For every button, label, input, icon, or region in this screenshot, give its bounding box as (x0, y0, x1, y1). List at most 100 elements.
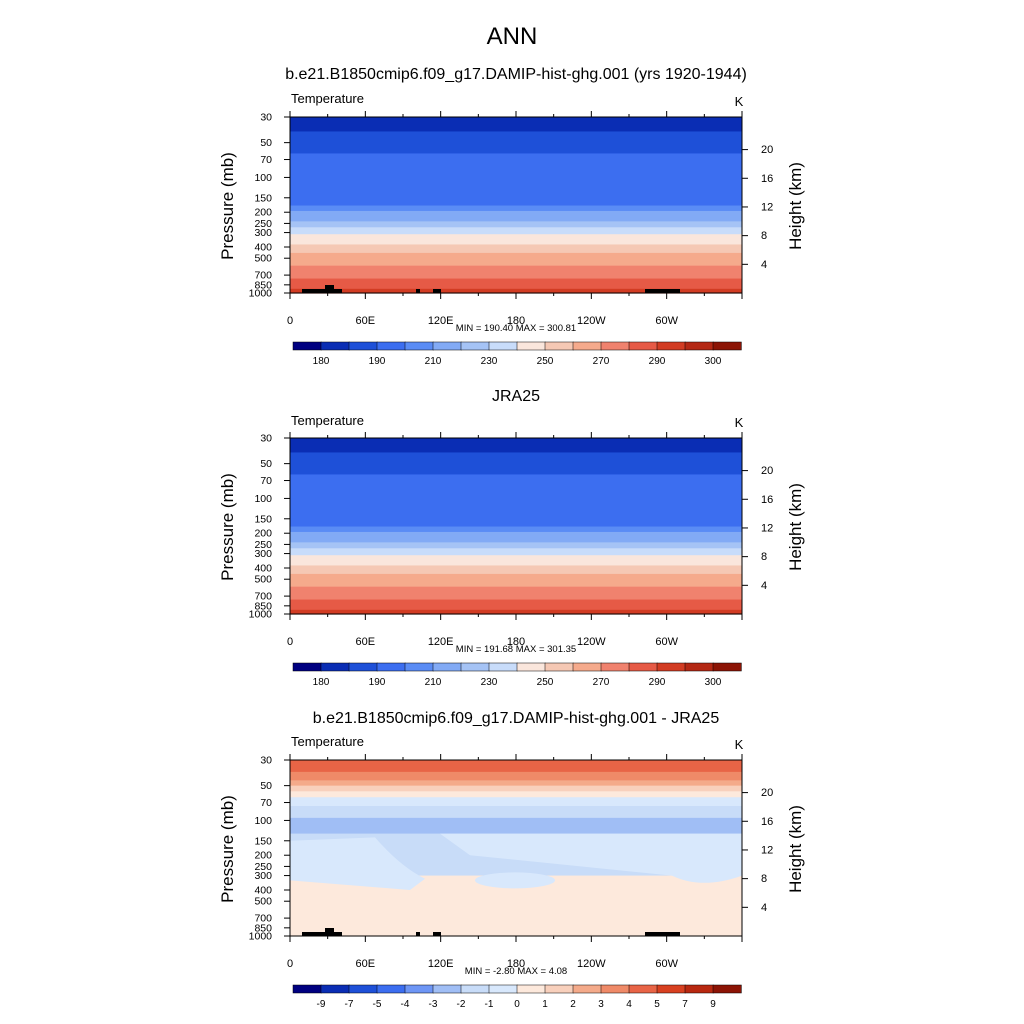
topography (325, 285, 334, 289)
x-tick-label: 60E (356, 636, 376, 648)
colorbar-box (572, 341, 602, 351)
colorbar-label: 300 (705, 356, 722, 367)
contour-band (290, 205, 742, 212)
contour-band (290, 252, 742, 267)
contour-band (290, 586, 742, 601)
contour-band (290, 791, 742, 798)
y-tick-label: 70 (260, 797, 272, 809)
colorbar-box (348, 662, 378, 672)
contour-band (290, 210, 742, 222)
colorbar-box (572, 662, 602, 672)
colorbar-box (544, 984, 574, 994)
colorbar-label: -5 (373, 999, 382, 1010)
topography (433, 932, 441, 936)
colorbar-label: 290 (649, 356, 666, 367)
contour-band (290, 278, 742, 290)
x-tick-label: 180 (507, 636, 525, 648)
y-tick-label: 200 (254, 850, 272, 862)
contour-band (290, 805, 742, 819)
y-tick-label: 300 (254, 227, 272, 239)
colorbar-label: 1 (542, 999, 548, 1010)
contour-band (290, 599, 742, 611)
panel-2-stats: MIN = 191.68 MAX = 301.35 (456, 644, 576, 655)
y-tick-label: 400 (254, 563, 272, 575)
colorbar-box (488, 341, 518, 351)
right-tick-label: 16 (761, 494, 773, 506)
contour-band (290, 901, 742, 911)
contour-band (290, 771, 742, 781)
x-tick-label: 60W (655, 958, 678, 970)
y-tick-label: 1000 (249, 609, 273, 621)
contour-band (290, 197, 742, 207)
colorbar-label: -2 (457, 999, 466, 1010)
contour-band (290, 244, 742, 254)
colorbar-box (320, 341, 350, 351)
panel-2-title: JRA25 (492, 388, 540, 405)
right-tick-label: 16 (761, 816, 773, 828)
panel-1-left-label: Temperature (291, 91, 364, 106)
colorbar-box (600, 662, 630, 672)
right-tick-label: 8 (761, 230, 767, 242)
colorbar-label: 270 (593, 677, 610, 688)
panel-3-units: K (735, 737, 744, 752)
panel-1-ylabel: Pressure (mb) (218, 152, 237, 260)
y-tick-label: 50 (260, 458, 272, 470)
y-tick-label: 850 (254, 922, 272, 934)
y-tick-label: 1000 (249, 288, 273, 300)
contour-band (290, 531, 742, 543)
colorbar-box (684, 662, 714, 672)
panel-1: b.e21.B1850cmip6.f09_g17.DAMIP-hist-ghg.… (218, 66, 805, 367)
contour-band (290, 131, 742, 155)
colorbar-box (460, 662, 490, 672)
x-tick-label: 60E (356, 958, 376, 970)
colorbar-label: -4 (401, 999, 410, 1010)
panel-3: b.e21.B1850cmip6.f09_g17.DAMIP-hist-ghg.… (218, 710, 805, 1010)
x-tick-label: 0 (287, 315, 293, 327)
right-tick-label: 4 (761, 259, 767, 271)
right-tick-label: 20 (761, 465, 773, 477)
colorbar-box (600, 984, 630, 994)
colorbar-box (376, 662, 406, 672)
colorbar-box (600, 341, 630, 351)
panel-1-units: K (735, 94, 744, 109)
x-tick-label: 60E (356, 315, 376, 327)
y-tick-label: 150 (254, 835, 272, 847)
colorbar-box (516, 341, 546, 351)
colorbar-box (488, 984, 518, 994)
contour-band (290, 930, 742, 937)
colorbar-box (460, 984, 490, 994)
colorbar-label: 180 (313, 677, 330, 688)
contour-band (290, 542, 742, 549)
y-tick-label: 70 (260, 154, 272, 166)
y-tick-label: 850 (254, 279, 272, 291)
colorbar-box (432, 341, 462, 351)
y-tick-label: 200 (254, 528, 272, 540)
panel-2-ylabel: Pressure (mb) (218, 473, 237, 581)
colorbar-label: 3 (598, 999, 604, 1010)
colorbar-box (712, 662, 742, 672)
colorbar-box (320, 984, 350, 994)
colorbar-label: 300 (705, 677, 722, 688)
y-tick-label: 400 (254, 885, 272, 897)
colorbar-label: -1 (485, 999, 494, 1010)
contour-band (290, 921, 742, 932)
x-tick-label: 120E (428, 958, 454, 970)
topography (645, 289, 680, 293)
topography (416, 289, 420, 293)
right-tick-label: 16 (761, 173, 773, 185)
topography (302, 932, 342, 936)
y-tick-label: 500 (254, 253, 272, 265)
topography (326, 932, 334, 936)
colorbar-box (628, 662, 658, 672)
colorbar-box (572, 984, 602, 994)
panel-3-ylabel-right: Height (km) (786, 805, 805, 893)
contour-band (290, 817, 742, 835)
panel-2-units: K (735, 415, 744, 430)
colorbar-box (320, 662, 350, 672)
colorbar-box (628, 984, 658, 994)
colorbar-box (292, 984, 322, 994)
colorbar-box (348, 341, 378, 351)
colorbar-label: 210 (425, 677, 442, 688)
